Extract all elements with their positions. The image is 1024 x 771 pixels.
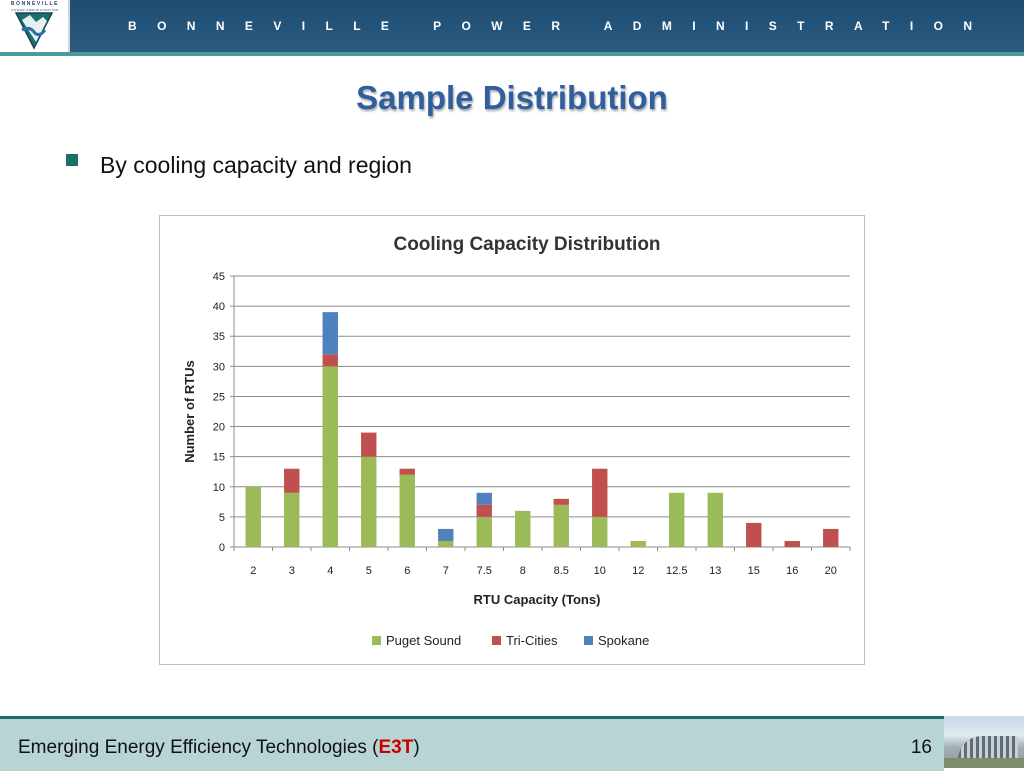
- y-tick-label: 45: [213, 271, 225, 283]
- bar-tri-cities: [746, 522, 762, 547]
- y-tick-label: 40: [213, 301, 225, 313]
- bar-puget-sound: [322, 366, 338, 547]
- bar-spokane: [476, 492, 492, 505]
- x-tick-label: 13: [709, 565, 721, 577]
- bar-puget-sound: [361, 456, 377, 547]
- x-tick-label: 6: [404, 565, 410, 577]
- footer-bar: Emerging Energy Efficiency Technologies …: [0, 716, 944, 771]
- bar-puget-sound: [515, 510, 531, 547]
- bar-puget-sound: [707, 492, 723, 547]
- logo-title: BONNEVILLE: [10, 1, 60, 7]
- y-tick-label: 10: [213, 482, 225, 494]
- bar-tri-cities: [284, 468, 300, 493]
- legend-swatch-spokane: [584, 636, 593, 645]
- building-shape: [958, 736, 1018, 760]
- cooling-capacity-chart: Cooling Capacity Distribution05101520253…: [182, 234, 851, 648]
- y-tick-label: 0: [219, 542, 225, 554]
- bar-tri-cities: [784, 540, 800, 547]
- bar-puget-sound: [284, 492, 300, 547]
- footer-e3t: E3T: [378, 737, 414, 758]
- bar-puget-sound: [592, 516, 608, 547]
- x-tick-label: 7.5: [477, 565, 492, 577]
- footer-main-text: Emerging Energy Efficiency Technologies: [18, 737, 367, 758]
- chart-frame: Cooling Capacity Distribution 0 5 10 15 20 25 3…: [159, 215, 865, 665]
- x-tick-label: 7: [443, 565, 449, 577]
- bar-puget-sound: [245, 486, 261, 547]
- ground-shape: [944, 758, 1024, 768]
- footer-paren-close: ): [413, 737, 420, 758]
- x-tick-label: 10: [594, 565, 606, 577]
- organization-title: BONNEVILLE POWER ADMINISTRATION: [128, 19, 993, 33]
- legend-swatch-tri-cities: [492, 636, 501, 645]
- bar-tri-cities: [399, 468, 415, 475]
- header-bar: BONNEVILLE POWER ADMINISTRATION BONNEVIL…: [0, 0, 1024, 56]
- x-tick-label: 8.5: [554, 565, 569, 577]
- x-tick-label: 16: [786, 565, 798, 577]
- legend-label-tri-cities: Tri-Cities: [506, 633, 558, 648]
- bar-tri-cities: [592, 468, 608, 517]
- y-tick-label: 25: [213, 391, 225, 403]
- x-tick-label: 12.5: [666, 565, 687, 577]
- x-tick-label: 15: [748, 565, 760, 577]
- bar-puget-sound: [630, 540, 646, 547]
- y-tick-label: 30: [213, 361, 225, 373]
- bar-puget-sound: [669, 492, 685, 547]
- page-title: Sample Distribution: [356, 79, 668, 116]
- x-tick-label: 8: [520, 565, 526, 577]
- bar-spokane: [322, 312, 338, 355]
- bar-puget-sound: [476, 516, 492, 547]
- y-tick-label: 20: [213, 422, 225, 434]
- bar-tri-cities: [476, 504, 492, 517]
- x-tick-label: 5: [366, 565, 372, 577]
- x-axis-title: RTU Capacity (Tons): [474, 592, 601, 607]
- footer-label: Emerging Energy Efficiency Technologies …: [18, 737, 420, 759]
- bar-tri-cities: [823, 528, 839, 547]
- legend-label-puget-sound: Puget Sound: [386, 633, 461, 648]
- bar-puget-sound: [438, 540, 454, 547]
- footer-paren-open: (: [372, 737, 379, 758]
- logo-emblem-icon: [14, 12, 54, 50]
- x-tick-label: 2: [250, 565, 256, 577]
- x-tick-label: 3: [289, 565, 295, 577]
- logo-subtitle: POWER ADMINISTRATION: [11, 8, 59, 12]
- y-tick-label: 35: [213, 331, 225, 343]
- bar-tri-cities: [322, 354, 338, 367]
- x-tick-label: 12: [632, 565, 644, 577]
- chart-title: Cooling Capacity Distribution: [393, 234, 660, 255]
- bpa-logo: BONNEVILLE POWER ADMINISTRATION: [0, 0, 70, 52]
- bar-puget-sound: [553, 504, 569, 547]
- bar-puget-sound: [399, 474, 415, 547]
- bar-tri-cities: [553, 498, 569, 505]
- bar-spokane: [438, 528, 454, 541]
- bullet-text: By cooling capacity and region: [100, 152, 412, 178]
- y-tick-label: 5: [219, 512, 225, 524]
- legend-swatch-puget-sound: [372, 636, 381, 645]
- building-photo: [944, 716, 1024, 768]
- y-axis-title: Number of RTUs: [182, 360, 197, 463]
- bar-tri-cities: [361, 432, 377, 457]
- x-tick-label: 20: [825, 565, 837, 577]
- x-tick-label: 4: [327, 565, 333, 577]
- page-number: 16: [910, 737, 932, 758]
- bullet-square-icon: [66, 154, 78, 166]
- y-tick-label: 15: [213, 452, 225, 464]
- legend-label-spokane: Spokane: [598, 633, 649, 648]
